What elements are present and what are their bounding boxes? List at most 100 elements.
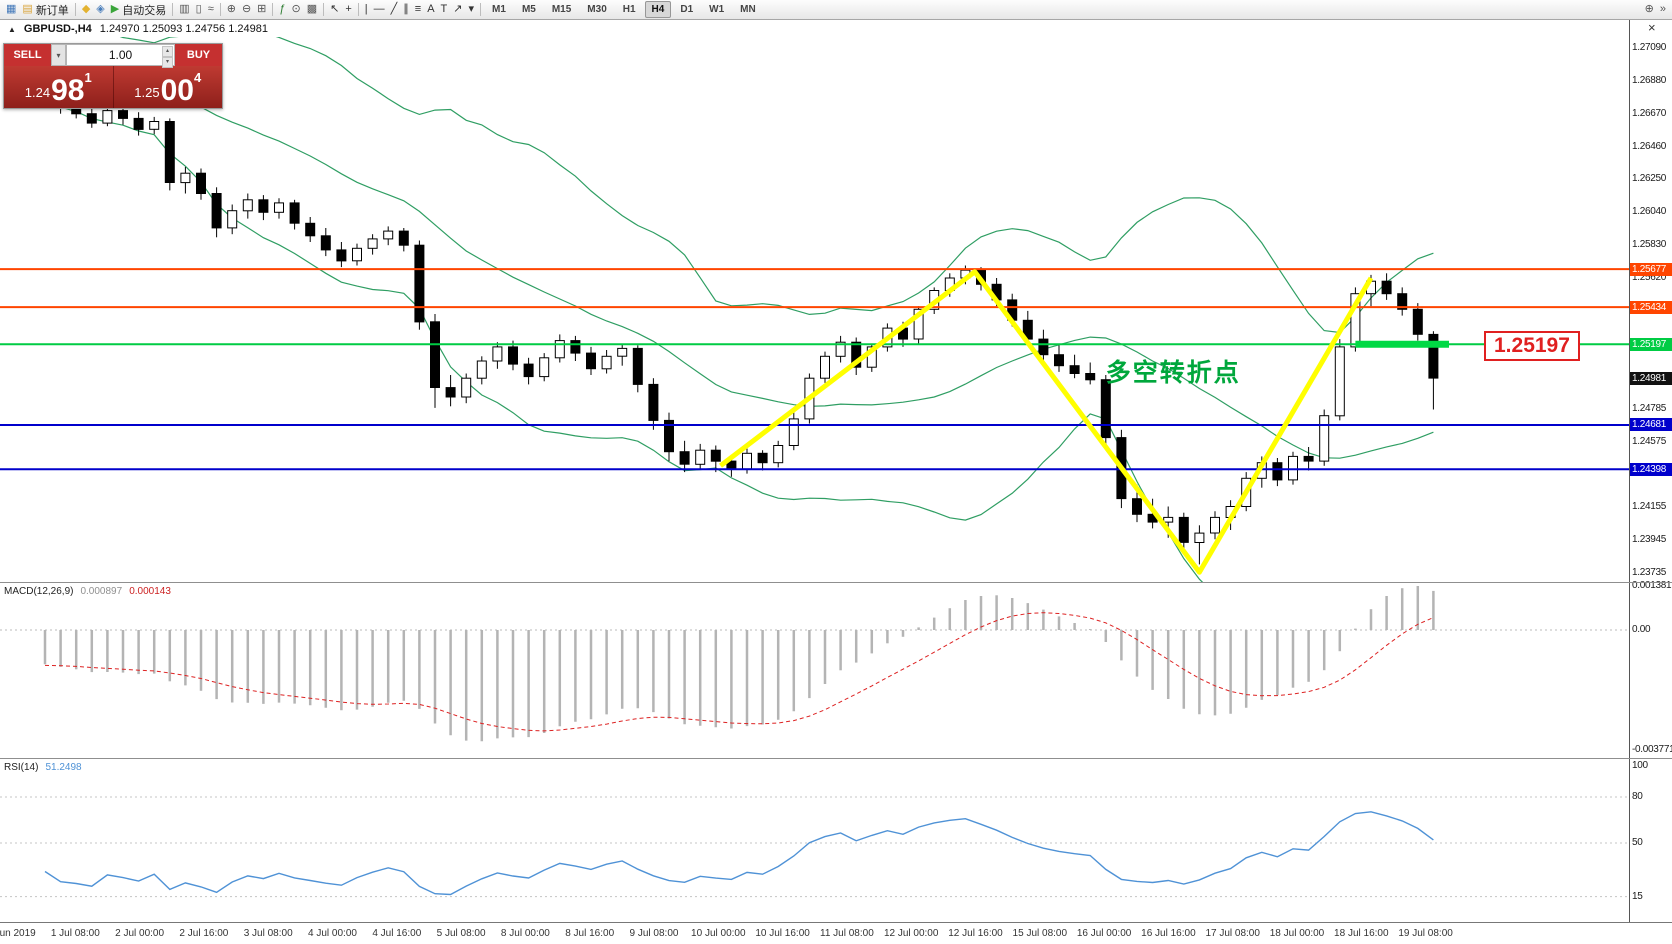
favorites-icon: ◆ — [81, 3, 91, 15]
one-click-trading-panel: SELL ▾ 1.00 ▴ ▾ BUY 1.24 98 1 — [3, 43, 223, 109]
indicators-button[interactable]: ƒ — [276, 2, 288, 18]
volume-dropdown-button[interactable]: ▾ — [51, 44, 66, 66]
timeframe-W1[interactable]: W1 — [709, 4, 725, 15]
market-watch-icon: ◈ — [96, 3, 105, 15]
time-axis-label: 9 Jul 08:00 — [629, 928, 679, 939]
horizontal-line-button[interactable]: ― — [371, 2, 388, 18]
bar-chart-button[interactable]: ▥ — [176, 2, 192, 18]
buy-price-display[interactable]: 1.25 00 4 — [114, 66, 223, 108]
sell-price-big: 98 — [51, 74, 85, 107]
trendline-button[interactable]: ╱ — [388, 2, 401, 18]
trendline-icon: ╱ — [390, 3, 398, 15]
time-axis-label: 16 Jul 00:00 — [1076, 928, 1132, 939]
chart-canvas[interactable] — [0, 20, 1672, 944]
axis-price-label: 1.25620 — [1632, 272, 1667, 284]
time-axis-label: 8 Jul 00:00 — [500, 928, 550, 939]
rsi-label: RSI(14) 51.2498 — [4, 762, 82, 773]
time-axis[interactable]: 8 Jun 2019 1 Jul 08:00 2 Jul 00:00 2 Jul 16… — [0, 922, 1672, 944]
price-axis[interactable]: 1.27090 1.26880 1.26670 1.26460 1.26250 1.260… — [1629, 20, 1672, 922]
time-axis-label: 10 Jul 16:00 — [755, 928, 810, 939]
candlestick-icon: ▯ — [195, 3, 202, 15]
candlestick-button[interactable]: ▯ — [193, 2, 205, 18]
time-axis-label: 2 Jul 16:00 — [179, 928, 229, 939]
text-button[interactable]: A — [424, 2, 437, 18]
buy-button[interactable]: BUY — [175, 44, 222, 66]
buy-price-sup: 4 — [193, 70, 202, 85]
rsi-name: RSI(14) — [4, 762, 39, 773]
cursor-button[interactable]: ↖ — [327, 2, 342, 18]
crosshair-button[interactable]: + — [342, 2, 354, 18]
templates-button[interactable]: ▩ — [304, 2, 320, 18]
rsi-scale-label: 80 — [1632, 791, 1643, 802]
rsi-scale-label: 100 — [1632, 760, 1648, 772]
time-periods-icon: ⊙ — [291, 3, 301, 15]
timeframe-D1[interactable]: D1 — [680, 4, 694, 15]
chart-ohlc-values: 1.24970 1.25093 1.24756 1.24981 — [99, 23, 268, 35]
timeframe-M1[interactable]: M1 — [492, 4, 506, 15]
rsi-scale-label: 50 — [1632, 837, 1643, 848]
volume-spinner: ▴ ▾ — [162, 46, 173, 68]
rsi-panel-divider[interactable] — [0, 758, 1672, 759]
fibonacci-button[interactable]: ≡ — [412, 2, 424, 18]
chart-title-bar: ▲ GBPUSD-,H4 1.24970 1.25093 1.24756 1.2… — [8, 23, 268, 35]
close-icon[interactable]: × — [1648, 20, 1656, 35]
volume-input[interactable]: 1.00 ▴ ▾ — [66, 44, 175, 68]
trade-prices-row: 1.24 98 1 1.25 00 4 — [4, 66, 222, 108]
toolbar-separator — [172, 3, 174, 16]
tile-windows-button[interactable]: ⊞ — [254, 2, 269, 18]
timeframe-M5[interactable]: M5 — [521, 4, 536, 15]
spinner-down-icon[interactable]: ▾ — [162, 57, 173, 68]
search-button[interactable]: ⊕ — [1642, 2, 1657, 18]
axis-price-label: 1.26460 — [1632, 140, 1667, 152]
arrows-button[interactable]: ↗ — [450, 2, 465, 18]
timeframe-MN[interactable]: MN — [740, 4, 756, 15]
tile-windows-icon: ⊞ — [257, 3, 267, 15]
time-axis-label: 12 Jul 16:00 — [948, 928, 1003, 939]
axis-price-label: 1.24785 — [1632, 402, 1667, 414]
more-button[interactable]: » — [1657, 2, 1669, 18]
trade-controls-row: SELL ▾ 1.00 ▴ ▾ BUY — [4, 44, 222, 68]
axis-price-label: 1.27090 — [1632, 42, 1667, 53]
market-watch-button[interactable]: ◈ — [93, 2, 107, 18]
timeframe-M30[interactable]: M30 — [587, 4, 607, 15]
time-axis-label: 10 Jul 00:00 — [691, 928, 746, 939]
zoom-in-icon: ⊕ — [226, 3, 236, 15]
toolbar-separator — [74, 3, 76, 16]
macd-panel-divider[interactable] — [0, 582, 1672, 583]
line-chart-button[interactable]: ≈ — [205, 2, 217, 18]
bar-chart-icon: ▥ — [179, 3, 190, 15]
channel-button[interactable]: ∥ — [400, 2, 412, 18]
shapes-button[interactable]: ▾ — [466, 2, 478, 18]
favorites-button[interactable]: ◆ — [79, 2, 93, 18]
vertical-line-button[interactable]: | — [362, 2, 371, 18]
templates-icon: ▩ — [306, 3, 318, 15]
price-callout[interactable]: 1.25197 — [1484, 331, 1580, 361]
horizontal-line-icon: ― — [373, 3, 385, 15]
timeframe-H1[interactable]: H1 — [622, 4, 636, 15]
sell-button[interactable]: SELL — [4, 44, 51, 66]
zoom-out-button[interactable]: ⊖ — [239, 2, 254, 18]
vertical-line-icon: | — [364, 3, 368, 15]
macd-name: MACD(12,26,9) — [4, 586, 74, 597]
terminal-button[interactable]: ▦ — [3, 2, 19, 18]
new-order-icon: ▤ — [22, 3, 33, 15]
collapse-panel-icon[interactable]: ▲ — [8, 24, 16, 34]
auto-trading-label: 自动交易 — [122, 4, 167, 17]
time-periods-button[interactable]: ⊙ — [289, 2, 304, 18]
auto-trading-button[interactable]: ▶ 自动交易 — [108, 2, 169, 18]
time-axis-label: 19 Jul 08:00 — [1398, 928, 1453, 939]
chart-annotation: 多空转折点 — [1105, 359, 1241, 388]
axis-price-label: 1.24575 — [1632, 435, 1667, 447]
text-icon: A — [427, 3, 435, 15]
time-axis-label: 18 Jul 00:00 — [1269, 928, 1325, 939]
time-axis-label: 2 Jul 00:00 — [115, 928, 165, 939]
spinner-up-icon[interactable]: ▴ — [162, 46, 173, 57]
fibonacci-icon: ≡ — [414, 3, 422, 15]
timeframe-H4[interactable]: H4 — [644, 1, 672, 18]
label-button[interactable]: T — [438, 2, 451, 18]
new-order-button[interactable]: ▤ 新订单 — [19, 2, 71, 18]
sell-price-display[interactable]: 1.24 98 1 — [4, 66, 113, 108]
timeframe-M15[interactable]: M15 — [551, 4, 572, 15]
macd-scale-label: 0.001381 — [1632, 579, 1672, 591]
zoom-in-button[interactable]: ⊕ — [224, 2, 239, 18]
